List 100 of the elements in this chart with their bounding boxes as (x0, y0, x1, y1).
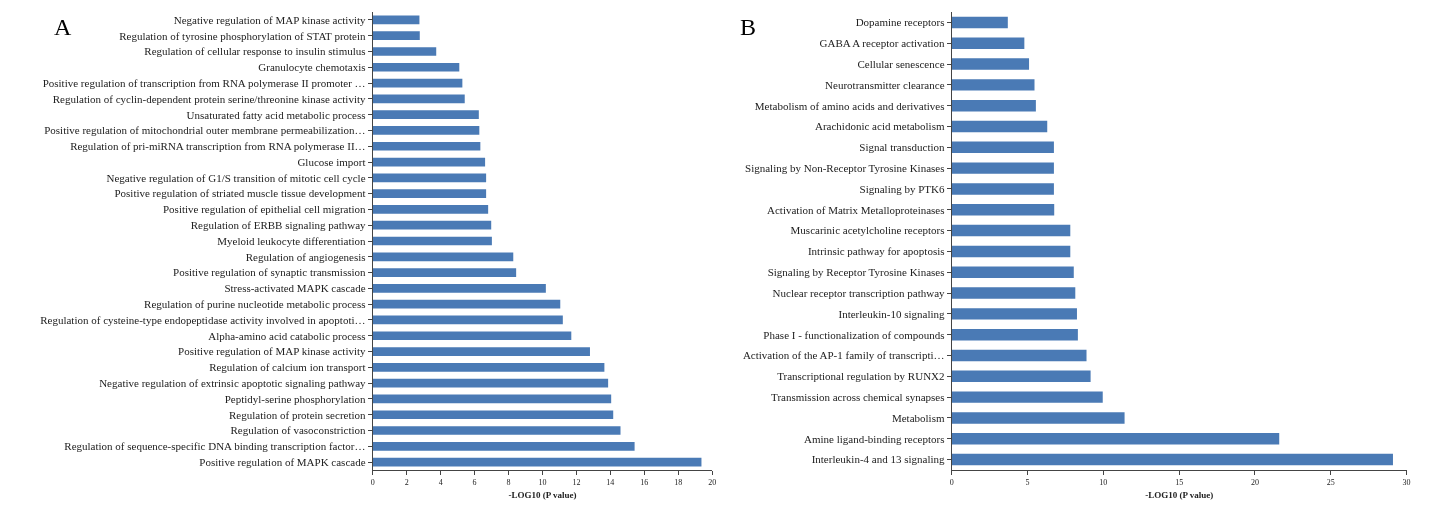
bar (372, 378, 609, 388)
bar (951, 391, 1103, 403)
bar (372, 205, 489, 214)
bar (372, 31, 420, 41)
bar (951, 16, 1008, 29)
y-tick-label: Alpha-amino acid catabolic process (208, 329, 366, 342)
bar (951, 162, 1054, 174)
y-tick-label: Positive regulation of mitochondrial outer membrane permeabilization… (44, 124, 366, 137)
y-tick-label: Activation of Matrix Metalloproteinases (767, 203, 945, 216)
bar (372, 331, 572, 341)
y-tick-label: Regulation of tyrosine phosphorylation of STAT protein (119, 29, 367, 42)
y-tick-label: Interleukin-10 signaling (838, 307, 945, 320)
bar (951, 287, 1076, 299)
bar (372, 173, 487, 183)
y-tick-label: Unsaturated fatty acid metabolic process (186, 108, 366, 121)
bar (372, 236, 492, 246)
bar (951, 58, 1030, 70)
bar (372, 141, 481, 151)
y-tick-label: Regulation of protein secretion (229, 408, 367, 421)
bar (372, 126, 480, 135)
y-tick-label: Positive regulation of synaptic transmission (173, 266, 367, 279)
y-tick-label: Positive regulation of MAPK cascade (199, 455, 366, 468)
bar (951, 328, 1078, 341)
bar (372, 110, 479, 119)
y-tick-label: Peptidyl-serine phosphorylation (224, 392, 367, 405)
bar (951, 308, 1077, 320)
y-tick-label: Activation of the AP-1 family of transcripti… (742, 349, 945, 362)
y-tick-label: Metabolism (891, 411, 945, 424)
bar (951, 99, 1036, 112)
y-tick-label: Signaling by Receptor Tyrosine Kinases (767, 266, 945, 279)
bar (951, 453, 1393, 466)
y-tick-label: Positive regulation of striated muscle tissue development (114, 187, 366, 200)
y-tick-label: Amine ligand-binding receptors (803, 432, 945, 445)
y-tick-label: Nuclear receptor transcription pathway (772, 286, 946, 299)
y-tick-label: Myeloid leukocyte differentiation (217, 234, 367, 247)
bar (372, 394, 612, 404)
x-tick-label: 8 (506, 477, 511, 487)
y-tick-label: Muscarinic acetylcholine receptors (790, 224, 945, 237)
y-tick-label: Granulocyte chemotaxis (258, 61, 366, 74)
x-tick-label: 10 (538, 477, 547, 487)
y-tick-label: Regulation of cysteine-type endopeptidase activity involved in apoptoti… (40, 313, 366, 326)
bar (372, 347, 590, 356)
bar (951, 183, 1054, 195)
bar (372, 47, 437, 56)
y-tick-label: Neurotransmitter clearance (825, 78, 945, 91)
y-tick-label: Metabolism of amino acids and derivatives (754, 99, 945, 112)
bar (372, 189, 487, 198)
x-tick-label: 15 (1175, 477, 1184, 487)
y-tick-label: Transcriptional regulation by RUNX2 (777, 370, 945, 383)
x-axis-title: -LOG10 (P value) (508, 490, 577, 501)
bar (951, 349, 1087, 362)
y-tick-label: Positive regulation of epithelial cell migration (163, 203, 367, 216)
bar (951, 370, 1091, 383)
text: A (54, 14, 72, 40)
bar (372, 410, 614, 420)
bar (372, 62, 460, 72)
x-tick-label: 12 (572, 477, 581, 487)
bar (372, 157, 486, 167)
bar (372, 315, 563, 325)
y-tick-label: Regulation of cyclin-dependent protein serine/threonine kinase activity (52, 92, 367, 105)
y-tick-label: Intrinsic pathway for apoptosis (807, 245, 945, 258)
x-tick-label: 0 (370, 477, 375, 487)
bar (372, 268, 517, 277)
bar (951, 224, 1071, 237)
bar (372, 252, 514, 262)
y-tick-label: Regulation of vasoconstriction (230, 424, 367, 437)
bar (951, 412, 1125, 424)
y-tick-label: Positive regulation of transcription from RNA polymerase II promoter … (42, 76, 366, 89)
bar (951, 266, 1074, 278)
bar (372, 299, 561, 309)
bar (372, 363, 605, 372)
bar (951, 204, 1055, 216)
bar (951, 245, 1071, 258)
bar (372, 220, 492, 230)
x-tick-label: 4 (438, 477, 443, 487)
x-tick-label: 5 (1025, 477, 1030, 487)
y-tick-label: Regulation of ERBB signaling pathway (190, 219, 367, 232)
text: B (740, 14, 757, 40)
y-tick-label: Negative regulation of MAP kinase activity (173, 13, 367, 26)
y-tick-label: Regulation of angiogenesis (245, 250, 366, 263)
bar (372, 94, 465, 104)
x-tick-label: 10 (1099, 477, 1108, 487)
bar (372, 284, 546, 293)
y-tick-label: Signaling by PTK6 (859, 182, 946, 195)
y-tick-label: Dopamine receptors (855, 16, 945, 29)
y-tick-label: Positive regulation of MAP kinase activity (178, 345, 367, 358)
y-tick-label: Stress-activated MAPK cascade (224, 282, 366, 295)
x-tick-label: 25 (1326, 477, 1335, 487)
y-tick-label: Phase I - functionalization of compounds (763, 328, 945, 341)
x-tick-label: 16 (640, 477, 649, 487)
x-tick-label: 18 (674, 477, 683, 487)
bar (951, 433, 1280, 445)
bar (372, 15, 420, 25)
y-tick-label: Regulation of sequence-specific DNA binding transcription factor… (64, 440, 366, 453)
y-tick-label: Regulation of pri-miRNA transcription from RNA polymerase II… (70, 140, 366, 153)
bar (372, 441, 635, 451)
x-tick-label: 14 (606, 477, 615, 487)
x-tick-label: 30 (1402, 477, 1411, 487)
y-tick-label: Regulation of purine nucleotide metabolic process (144, 298, 366, 311)
bar (951, 141, 1054, 154)
